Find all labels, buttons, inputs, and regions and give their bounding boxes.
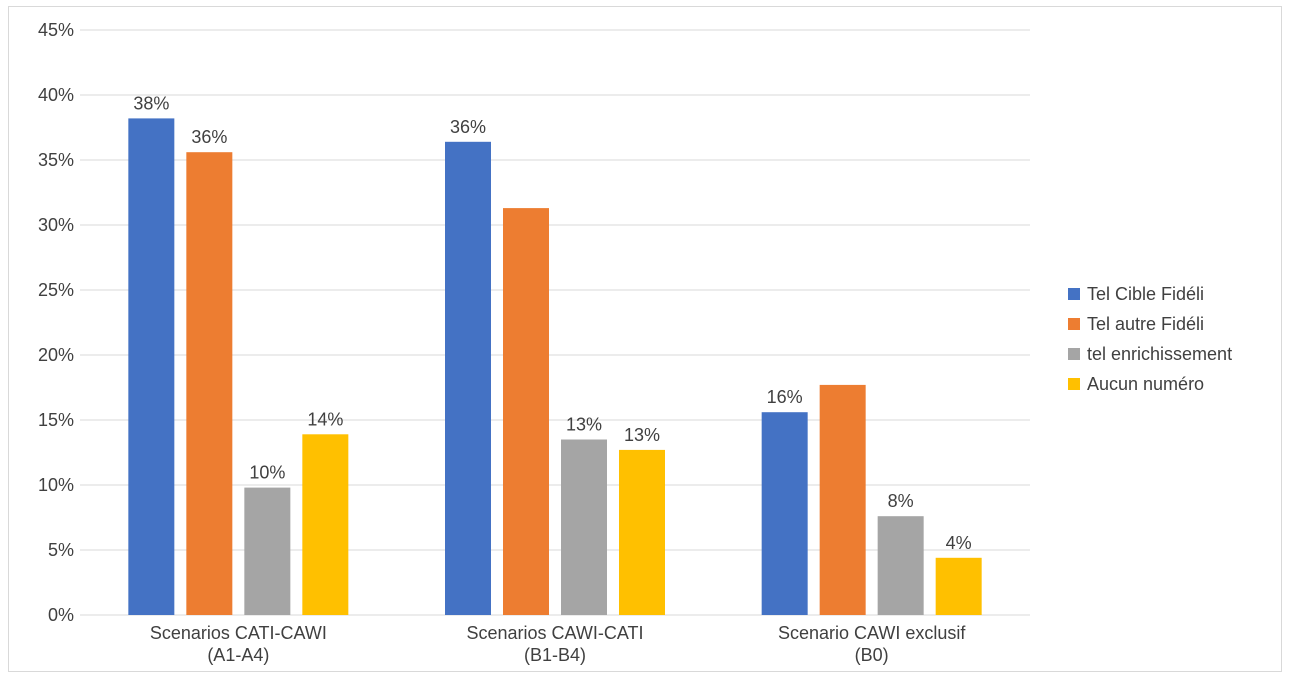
x-category-label: (B1-B4) (524, 645, 586, 665)
y-tick-label: 30% (38, 215, 74, 235)
bar (877, 516, 924, 615)
bar (561, 439, 607, 615)
y-tick-label: 10% (38, 475, 74, 495)
y-tick-label: 15% (38, 410, 74, 430)
legend-label: Aucun numéro (1087, 374, 1204, 394)
legend-label: Tel autre Fidéli (1087, 314, 1204, 334)
x-category-label: Scenario CAWI exclusif (778, 623, 966, 643)
bar (761, 412, 808, 615)
legend-swatch (1068, 348, 1080, 360)
bar (503, 208, 549, 615)
y-tick-label: 5% (48, 540, 74, 560)
bar (819, 384, 866, 615)
bar (244, 487, 291, 615)
legend-swatch (1068, 318, 1080, 330)
data-label: 36% (191, 127, 227, 147)
x-category-label: Scenarios CATI-CAWI (150, 623, 327, 643)
data-label: 13% (566, 415, 602, 435)
x-category-label: (A1-A4) (207, 645, 269, 665)
bar (935, 557, 982, 615)
x-category-label: Scenarios CAWI-CATI (466, 623, 643, 643)
bar (302, 434, 349, 615)
x-category-label: (B0) (855, 645, 889, 665)
bar (186, 152, 233, 615)
data-label: 38% (133, 93, 169, 113)
legend-swatch (1068, 378, 1080, 390)
bar (619, 449, 665, 615)
data-label: 13% (624, 425, 660, 445)
y-tick-label: 20% (38, 345, 74, 365)
data-label: 16% (767, 387, 803, 407)
y-tick-label: 45% (38, 20, 74, 40)
legend-label: Tel Cible Fidéli (1087, 284, 1204, 304)
y-tick-label: 0% (48, 605, 74, 625)
data-label: 14% (307, 409, 343, 429)
y-tick-label: 35% (38, 150, 74, 170)
y-tick-label: 25% (38, 280, 74, 300)
legend-label: tel enrichissement (1087, 344, 1232, 364)
y-tick-label: 40% (38, 85, 74, 105)
data-label: 36% (450, 117, 486, 137)
data-label: 10% (249, 463, 285, 483)
bar (445, 141, 491, 616)
bar (128, 118, 175, 616)
data-label: 8% (888, 491, 914, 511)
data-label: 4% (946, 533, 972, 553)
legend-swatch (1068, 288, 1080, 300)
